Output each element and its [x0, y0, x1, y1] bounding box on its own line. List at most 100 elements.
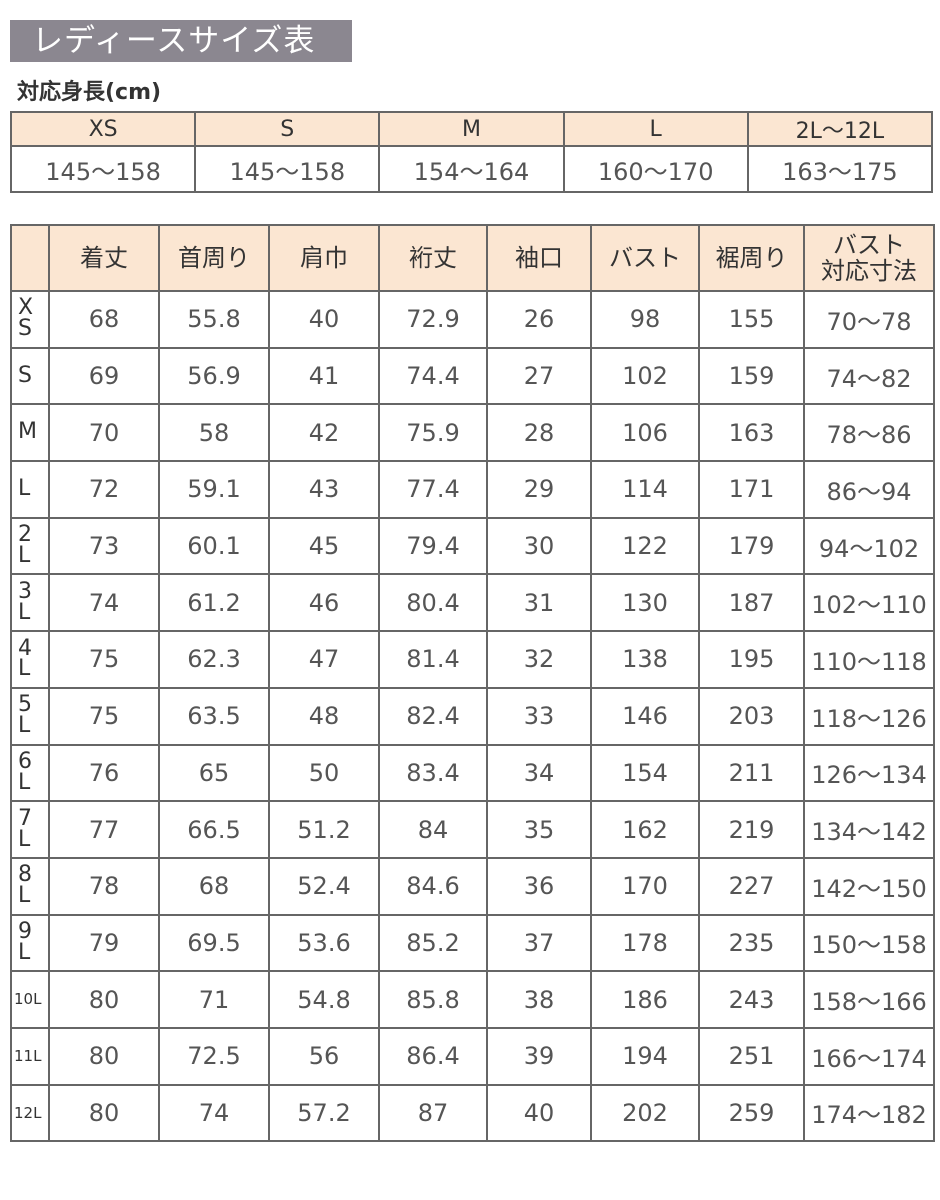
- measurement-cell: 86〜94: [803, 460, 935, 519]
- measurement-cell: 69.5: [158, 913, 270, 973]
- measurement-cell: 194: [590, 1026, 700, 1086]
- measurement-cell: 56: [268, 1026, 380, 1086]
- measurement-cell: 33: [486, 686, 592, 746]
- measurement-cell: 174〜182: [803, 1083, 935, 1143]
- measurement-cell: 27: [486, 346, 592, 406]
- measurement-cell: 80: [48, 1026, 160, 1086]
- size-label: 12L: [10, 1083, 50, 1143]
- size-label-part: 8: [18, 862, 32, 888]
- measurement-cell: 72.9: [378, 290, 488, 349]
- size-label-part: 9: [18, 919, 32, 945]
- measurement-cell: 43: [268, 460, 380, 519]
- table-row: 10L 80 71 54.8 85.8 38 186 243 158〜166: [10, 970, 935, 1029]
- measurement-cell: 58: [158, 403, 270, 463]
- size-label-part: X: [18, 295, 34, 321]
- height-size-header: XS: [9, 111, 197, 147]
- table-row: 12L 80 74 57.2 87 40 202 259 174〜182: [10, 1083, 935, 1143]
- size-label: 10L: [10, 970, 50, 1029]
- measurement-cell: 68: [48, 290, 160, 349]
- measurement-cell: 114: [590, 460, 700, 519]
- height-range-cell: 154〜164: [378, 145, 565, 193]
- measurement-cell: 243: [698, 970, 805, 1029]
- height-size-header: 2L〜12L: [746, 111, 934, 147]
- measurement-cell: 46: [268, 573, 380, 633]
- measurement-cell: 77: [48, 800, 160, 859]
- measurement-cell: 179: [698, 516, 805, 576]
- size-label: M: [10, 403, 50, 463]
- measurement-cell: 118〜126: [803, 686, 935, 746]
- measurement-cell: 142〜150: [803, 856, 935, 916]
- measurement-cell: 154: [590, 743, 700, 803]
- height-size-header: L: [562, 111, 749, 147]
- height-size-header: S: [194, 111, 381, 147]
- measurement-cell: 37: [486, 913, 592, 973]
- measurement-cell: 195: [698, 630, 805, 689]
- measurement-cell: 84: [378, 800, 488, 859]
- measurement-cell: 65: [158, 743, 270, 803]
- size-label: L: [10, 460, 50, 519]
- height-range-cell: 145〜158: [194, 145, 381, 193]
- measurement-cell: 53.6: [268, 913, 380, 973]
- measurement-cell: 227: [698, 856, 805, 916]
- measurement-cell: 138: [590, 630, 700, 689]
- column-header: 肩巾: [268, 224, 380, 292]
- table-row: L 72 59.1 43 77.4 29 114 171 86〜94: [10, 460, 935, 519]
- measurement-cell: 35: [486, 800, 592, 859]
- measurement-cell: 76: [48, 743, 160, 803]
- measurement-cell: 84.6: [378, 856, 488, 916]
- measurement-cell: 54.8: [268, 970, 380, 1029]
- size-label-part: 2: [18, 522, 32, 548]
- measurement-cell: 79: [48, 913, 160, 973]
- measurement-cell: 41: [268, 346, 380, 406]
- measurement-cell: 83.4: [378, 743, 488, 803]
- measurement-cell: 56.9: [158, 346, 270, 406]
- table-row: 2 L 73 60.1 45 79.4 30 122 179 94〜102: [10, 516, 935, 576]
- measurement-cell: 162: [590, 800, 700, 859]
- size-label-part: S: [18, 316, 32, 342]
- column-header: 着丈: [48, 224, 160, 292]
- measurement-cell: 94〜102: [803, 516, 935, 576]
- measurement-cell: 102: [590, 346, 700, 406]
- measurement-cell: 47: [268, 630, 380, 689]
- measurement-cell: 219: [698, 800, 805, 859]
- column-header: バスト: [590, 224, 700, 292]
- measurement-cell: 155: [698, 290, 805, 349]
- measurement-cell: 122: [590, 516, 700, 576]
- measurement-cell: 78〜86: [803, 403, 935, 463]
- measurement-cell: 130: [590, 573, 700, 633]
- column-header: バスト 対応寸法: [803, 224, 935, 292]
- measurement-cell: 75: [48, 630, 160, 689]
- measurement-cell: 75: [48, 686, 160, 746]
- size-label-part: L: [18, 826, 31, 852]
- measurement-cell: 42: [268, 403, 380, 463]
- measurement-cell: 102〜110: [803, 573, 935, 633]
- column-header: 裾周り: [698, 224, 805, 292]
- measurement-cell: 150〜158: [803, 913, 935, 973]
- measurement-cell: 28: [486, 403, 592, 463]
- size-label-part: L: [18, 939, 31, 965]
- height-section-label: 対応身長(cm): [17, 80, 162, 105]
- measurement-cell: 178: [590, 913, 700, 973]
- column-header: 首周り: [158, 224, 270, 292]
- measurement-cell: 57.2: [268, 1083, 380, 1143]
- measurement-cell: 71: [158, 970, 270, 1029]
- measurement-cell: 52.4: [268, 856, 380, 916]
- measurement-cell: 60.1: [158, 516, 270, 576]
- measurement-cell: 31: [486, 573, 592, 633]
- size-table: 着丈 首周り 肩巾 裄丈 袖口 バスト 裾周り バスト 対応寸法 X S 68 55.8 40 72.9…: [10, 224, 935, 1143]
- height-size-header: M: [378, 111, 565, 147]
- table-row: 6 L 76 65 50 83.4 34 154 211 126〜134: [10, 743, 935, 803]
- table-row: M 70 58 42 75.9 28 106 163 78〜86: [10, 403, 935, 463]
- measurement-cell: 61.2: [158, 573, 270, 633]
- measurement-cell: 63.5: [158, 686, 270, 746]
- measurement-cell: 29: [486, 460, 592, 519]
- table-row: S 69 56.9 41 74.4 27 102 159 74〜82: [10, 346, 935, 406]
- table-row: 4 L 75 62.3 47 81.4 32 138 195 110〜118: [10, 630, 935, 689]
- measurement-cell: 87: [378, 1083, 488, 1143]
- table-row: 9 L 79 69.5 53.6 85.2 37 178 235 150〜158: [10, 913, 935, 973]
